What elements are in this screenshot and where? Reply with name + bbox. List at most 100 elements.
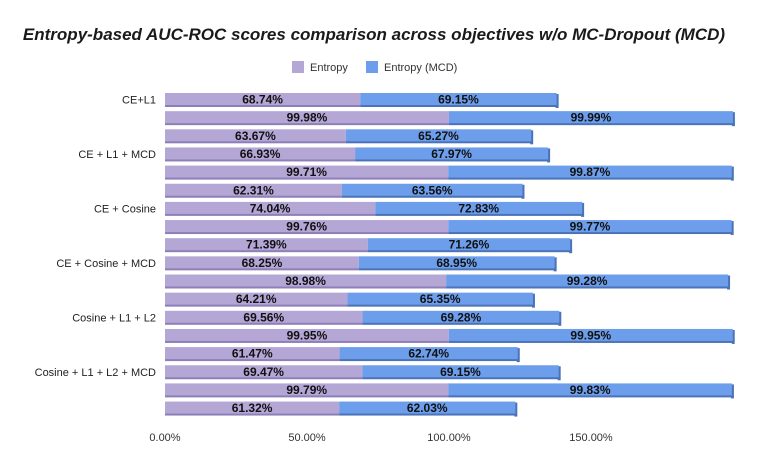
bar-entropy-mcd [345, 129, 532, 142]
bar-end-cap [557, 366, 561, 381]
bar-end-cap [521, 184, 525, 199]
legend-label: Entropy (MCD) [384, 62, 457, 74]
bar-end-cap [553, 257, 557, 272]
bar-entropy-mcd [448, 220, 732, 233]
data-label-entropy: 63.67% [235, 129, 276, 143]
data-label-entropy-mcd: 99.28% [567, 274, 608, 288]
chart-title: Entropy-based AUC-ROC scores comparison … [23, 25, 725, 44]
bar-entropy-mcd [448, 383, 732, 396]
legend: Entropy Entropy (MCD) [292, 61, 457, 74]
category-labels: CE+L1 CE + L1 + MCD CE + Cosine CE + Cosine… [35, 95, 156, 379]
data-label-entropy: 99.79% [286, 383, 327, 397]
bar-entropy [165, 383, 449, 396]
data-label-entropy-mcd: 69.15% [438, 93, 479, 107]
bar-entropy-mcd [358, 256, 555, 269]
bar-entropy-mcd [446, 274, 729, 287]
bar-end-cap [581, 202, 585, 217]
data-label-entropy: 99.71% [286, 165, 327, 179]
data-label-entropy-mcd: 68.95% [436, 256, 477, 270]
bar-entropy-shadow [165, 358, 340, 362]
data-label-entropy: 68.74% [242, 93, 283, 107]
bar-end-cap [730, 166, 734, 181]
bar-entropy [165, 129, 346, 142]
bar-entropy-mcd [347, 292, 533, 305]
bar-entropy-mcd-shadow [345, 140, 532, 144]
bar-entropy-shadow [165, 267, 359, 271]
bar-entropy-mcd-shadow [360, 104, 557, 107]
bar-entropy-mcd-shadow [347, 303, 533, 307]
bar-entropy-shadow [165, 303, 348, 307]
bar-entropy-mcd [339, 347, 518, 360]
data-label-entropy-mcd: 99.83% [570, 383, 611, 397]
bar-entropy-shadow [165, 249, 368, 253]
data-label-entropy: 62.31% [233, 183, 274, 197]
bar-entropy-mcd-shadow [448, 231, 732, 235]
bar-entropy-shadow [165, 412, 340, 416]
x-tick-label: 100.00% [427, 432, 471, 444]
bar-entropy-mcd [362, 310, 560, 323]
data-label-entropy: 71.39% [246, 238, 287, 252]
bar-end-cap [531, 293, 535, 308]
bar-end-cap [555, 94, 559, 108]
bar-end-cap [727, 275, 731, 290]
bar-entropy-mcd [375, 201, 583, 214]
bar-entropy-shadow [165, 122, 449, 126]
bar-entropy-mcd-shadow [362, 376, 559, 380]
data-label-entropy-mcd: 72.83% [458, 201, 499, 215]
bar-end-cap [547, 148, 551, 163]
bar-end-cap [514, 402, 518, 417]
bar-entropy-mcd [448, 328, 733, 341]
bar-entropy [165, 93, 361, 105]
data-label-entropy: 99.98% [287, 111, 328, 125]
bar-entropy [165, 183, 342, 196]
bar-entropy-mcd-shadow [448, 394, 732, 398]
bar-entropy-mcd-shadow [446, 285, 729, 289]
data-label-entropy-mcd: 99.77% [570, 220, 611, 234]
bar-entropy [165, 274, 447, 287]
bar-entropy [165, 147, 356, 160]
data-label-entropy-mcd: 62.03% [407, 401, 448, 415]
bar-entropy-mcd-shadow [339, 358, 518, 362]
x-tick-label: 150.00% [569, 432, 613, 444]
category-label: CE + Cosine + MCD [56, 258, 156, 270]
x-axis-ticks: 0.00% 50.00% 100.00% 150.00% [149, 432, 613, 444]
bar-entropy [165, 165, 449, 178]
bar-entropy [165, 201, 376, 214]
bar-entropy-shadow [165, 376, 363, 380]
data-label-entropy-mcd: 99.95% [570, 328, 611, 342]
data-label-entropy: 61.47% [232, 347, 273, 361]
bar-entropy-shadow [165, 158, 356, 162]
bar-entropy [165, 111, 449, 124]
bar-entropy [165, 238, 368, 251]
bar-end-cap [516, 348, 520, 363]
bars [165, 93, 735, 417]
bar-entropy-mcd [355, 147, 549, 160]
bar-end-cap [558, 311, 562, 326]
data-label-entropy: 64.21% [236, 292, 277, 306]
bar-entropy-mcd [362, 365, 559, 378]
category-label: CE + L1 + MCD [78, 149, 156, 161]
bar-entropy-mcd-shadow [355, 158, 549, 162]
x-tick-label: 50.00% [288, 432, 326, 444]
data-label-entropy: 98.98% [285, 274, 326, 288]
data-label-entropy-mcd: 99.99% [571, 111, 612, 125]
bar-entropy [165, 401, 340, 414]
bar-entropy [165, 256, 359, 269]
bar-end-cap [569, 239, 573, 254]
data-label-entropy-mcd: 67.97% [431, 147, 472, 161]
bar-entropy-shadow [165, 339, 449, 343]
category-label: CE + Cosine [94, 203, 156, 215]
bar-entropy-shadow [165, 231, 449, 235]
bar-entropy-shadow [165, 212, 376, 216]
bar-entropy-shadow [165, 194, 342, 198]
bar-entropy-mcd-shadow [367, 249, 571, 253]
data-label-entropy: 68.25% [242, 256, 283, 270]
bar-entropy-shadow [165, 321, 363, 325]
data-label-entropy-mcd: 69.28% [441, 310, 482, 324]
legend-swatch [292, 61, 304, 73]
category-label: Cosine + L1 + L2 [72, 312, 156, 324]
bar-entropy-mcd [448, 165, 732, 178]
bar-end-cap [530, 130, 534, 145]
legend-label: Entropy [310, 62, 348, 74]
